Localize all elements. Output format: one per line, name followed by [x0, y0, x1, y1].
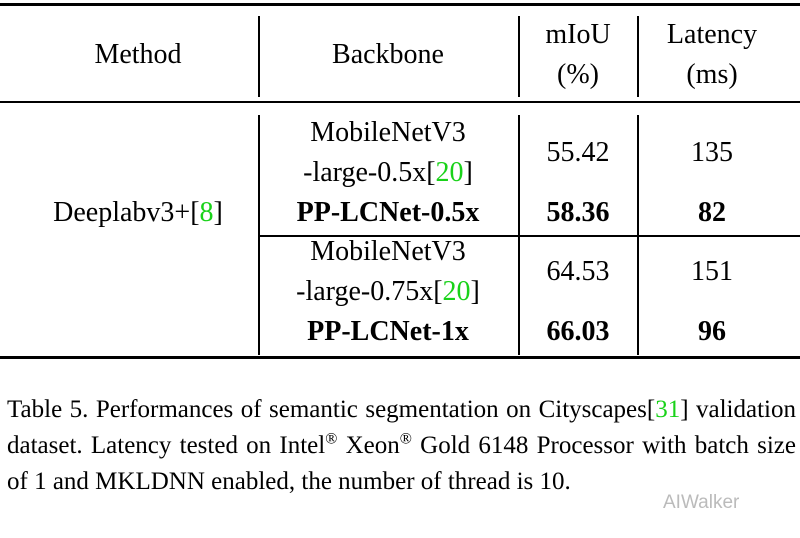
bottom-rule [0, 356, 800, 359]
backbone-line: MobileNetV3 [296, 232, 480, 272]
header-line: Latency [666, 19, 758, 50]
text: Gold 6148 Processor with batch size of 1… [7, 432, 796, 495]
header-cell: Method [94, 35, 181, 75]
column-rule [518, 115, 520, 235]
text: ] validation dataset. Latency tested on … [7, 396, 796, 459]
text: -large-0.75x[ [296, 276, 443, 307]
text: ] [463, 157, 473, 188]
top-rule [0, 3, 800, 6]
backbone-cell: PP-LCNet-0.5x [297, 193, 480, 233]
method-cell: Deeplabv3+[8] [53, 193, 223, 233]
latency-cell: 82 [698, 197, 726, 228]
header-cell: mIoU (%) [545, 15, 610, 95]
latency-cell: 135 [691, 137, 733, 168]
text: 8 [199, 197, 214, 228]
backbone-cell: MobileNetV3 -large-0.75x[20] [296, 232, 480, 312]
text: Table 5. Performances of semantic segmen… [7, 396, 656, 423]
backbone-line: PP-LCNet-1x [307, 312, 469, 352]
backbone-line: -large-0.5x[20] [303, 153, 473, 193]
header-cell: Backbone [332, 35, 444, 75]
miou-cell: 66.03 [546, 316, 610, 347]
text: ® [325, 430, 338, 448]
group-rule [258, 235, 800, 237]
header-line: Method [94, 39, 182, 70]
text: ® [399, 430, 412, 448]
text: PP-LCNet-1x [307, 316, 469, 347]
backbone-line: MobileNetV3 [303, 113, 473, 153]
column-rule [518, 16, 520, 97]
text: Xeon [337, 432, 400, 459]
text: 20 [435, 157, 464, 188]
backbone-line: -large-0.75x[20] [296, 272, 480, 312]
header-line: (ms) [686, 59, 738, 90]
column-rule [637, 237, 639, 355]
text: -large-0.5x[ [303, 157, 436, 188]
text: 20 [442, 276, 471, 307]
column-rule [258, 16, 260, 97]
latency-cell: 151 [691, 256, 733, 287]
backbone-cell: PP-LCNet-1x [307, 312, 469, 352]
column-rule [258, 237, 260, 355]
latency-cell: 96 [698, 316, 726, 347]
text: Deeplabv3+[ [53, 197, 200, 228]
text: MobileNetV3 [310, 236, 466, 267]
header-line: mIoU [545, 19, 611, 50]
text: ] [470, 276, 480, 307]
column-rule [518, 237, 520, 355]
column-rule [637, 16, 639, 97]
header-line: (%) [557, 59, 599, 90]
miou-cell: 55.42 [546, 137, 610, 168]
header-cell: Latency (ms) [667, 15, 757, 95]
text: 31 [655, 396, 681, 423]
header-rule [0, 101, 800, 103]
header-line: Backbone [332, 39, 444, 70]
text: PP-LCNet-0.5x [296, 197, 480, 228]
backbone-cell: MobileNetV3 -large-0.5x[20] [303, 113, 473, 193]
column-rule [258, 115, 260, 235]
text: ] [213, 197, 223, 228]
watermark: AIWalker [663, 492, 740, 513]
miou-cell: 58.36 [546, 197, 610, 228]
caption: Table 5. Performances of semantic segmen… [7, 392, 796, 500]
column-rule [637, 115, 639, 235]
miou-cell: 64.53 [546, 256, 610, 287]
backbone-line: PP-LCNet-0.5x [297, 193, 480, 233]
text: MobileNetV3 [310, 117, 466, 148]
